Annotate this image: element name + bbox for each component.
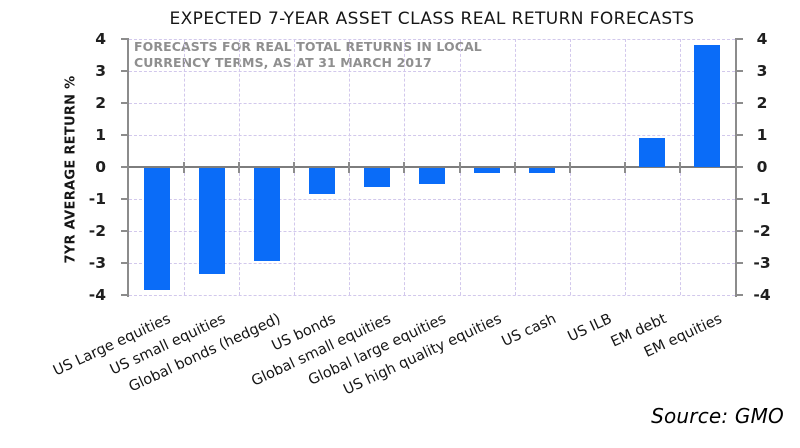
chart-title: EXPECTED 7-YEAR ASSET CLASS REAL RETURN … bbox=[169, 9, 695, 29]
x-axis-tick bbox=[403, 162, 406, 173]
chart-subtitle: FORECASTS FOR REAL TOTAL RETURNS IN LOCA… bbox=[134, 39, 482, 71]
y-axis-tick-right bbox=[735, 134, 743, 136]
bar bbox=[639, 138, 666, 167]
x-axis-tick bbox=[348, 162, 351, 173]
y-axis-tick-right bbox=[735, 294, 743, 296]
bar bbox=[363, 168, 390, 188]
y-tick-label-left: -2 bbox=[88, 222, 106, 240]
x-axis-tick bbox=[513, 162, 516, 173]
category-label: US cash bbox=[499, 311, 559, 351]
y-axis-tick-right bbox=[735, 70, 743, 72]
chart-subtitle-line-1: FORECASTS FOR REAL TOTAL RETURNS IN LOCA… bbox=[134, 39, 482, 54]
y-grid-line bbox=[129, 231, 735, 232]
y-tick-label-left: 0 bbox=[95, 158, 106, 176]
x-axis-tick bbox=[293, 162, 296, 173]
y-tick-label-left: -1 bbox=[88, 190, 106, 208]
y-axis-tick-right bbox=[735, 230, 743, 232]
bar bbox=[694, 45, 721, 167]
chart-subtitle-line-2: CURRENCY TERMS, AS AT 31 MARCH 2017 bbox=[134, 55, 432, 70]
category-label: US ILB bbox=[564, 311, 615, 346]
bar bbox=[253, 168, 280, 261]
y-tick-label-left: 2 bbox=[95, 94, 106, 112]
y-axis-tick-left bbox=[121, 70, 129, 72]
y-axis-tick-right bbox=[735, 198, 743, 200]
y-tick-label-right: -4 bbox=[753, 286, 771, 304]
y-axis-tick-right bbox=[735, 166, 743, 168]
bar bbox=[198, 168, 225, 274]
y-axis-tick-left bbox=[121, 102, 129, 104]
x-axis-tick bbox=[623, 162, 626, 173]
y-tick-label-right: 0 bbox=[756, 158, 768, 176]
y-axis-tick-left bbox=[121, 230, 129, 232]
y-tick-label-left: 3 bbox=[95, 62, 106, 80]
y-axis-tick-left bbox=[121, 134, 129, 136]
y-axis-tick-right bbox=[735, 38, 743, 40]
y-grid-line bbox=[129, 103, 735, 104]
y-grid-line bbox=[129, 199, 735, 200]
y-axis-tick-left bbox=[121, 198, 129, 200]
y-tick-label-left: -4 bbox=[88, 286, 106, 304]
bar bbox=[529, 168, 556, 173]
y-grid-line bbox=[129, 135, 735, 136]
bar bbox=[143, 168, 170, 290]
y-axis-tick-left bbox=[121, 38, 129, 40]
bar bbox=[419, 168, 445, 184]
y-axis-tick-right bbox=[735, 262, 743, 264]
y-grid-line bbox=[129, 71, 735, 72]
y-tick-label-right: 3 bbox=[756, 62, 768, 80]
y-tick-label-right: -3 bbox=[753, 254, 771, 272]
x-axis-tick bbox=[568, 162, 571, 173]
y-axis-tick-left bbox=[121, 294, 129, 296]
source-credit: Source: GMO bbox=[651, 404, 784, 428]
x-axis-tick bbox=[678, 162, 681, 173]
y-axis-line-left bbox=[127, 39, 129, 297]
y-tick-label-right: -1 bbox=[753, 190, 771, 208]
y-tick-label-right: -2 bbox=[753, 222, 771, 240]
x-axis-zero-line bbox=[129, 166, 735, 168]
y-axis-line-right bbox=[735, 39, 737, 297]
y-tick-label-left: 1 bbox=[95, 126, 106, 144]
y-grid-line bbox=[129, 295, 735, 296]
y-tick-label-right: 2 bbox=[756, 94, 768, 112]
y-tick-label-right: 4 bbox=[756, 30, 768, 48]
bar bbox=[474, 168, 501, 173]
plot-area: FORECASTS FOR REAL TOTAL RETURNS IN LOCA… bbox=[129, 34, 735, 296]
x-axis-tick bbox=[183, 162, 186, 173]
y-tick-label-left: 4 bbox=[95, 30, 106, 48]
y-axis-tick-left bbox=[121, 262, 129, 264]
x-axis-tick bbox=[458, 162, 461, 173]
y-grid-line bbox=[129, 263, 735, 264]
y-tick-label-left: -3 bbox=[88, 254, 106, 272]
y-axis-tick-left bbox=[121, 166, 129, 168]
y-axis-tick-right bbox=[735, 102, 743, 104]
x-axis-tick bbox=[238, 162, 241, 173]
y-tick-label-right: 1 bbox=[756, 126, 768, 144]
bar bbox=[308, 168, 335, 194]
y-grid-line bbox=[129, 39, 735, 40]
